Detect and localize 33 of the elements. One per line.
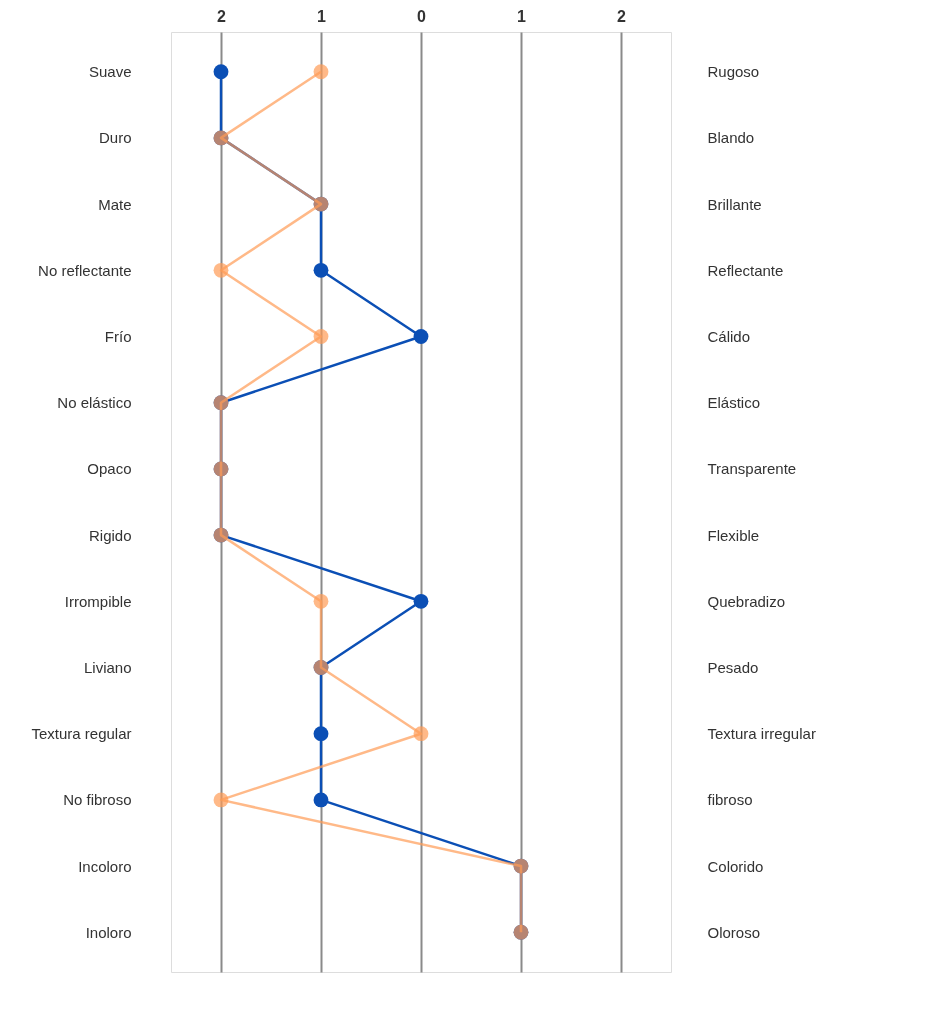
y-tick-label: Mate [98,195,132,213]
y2-tick-label: Flexible [707,526,760,544]
y2-tick-label: Rugoso [707,63,760,81]
x-tick-label: 1 [317,7,327,25]
y-tick-label: Textura regular [31,725,132,743]
y-tick-label: No reflectante [38,261,132,279]
y2-tick-label: Elástico [707,394,761,412]
y2-tick-label: Cálido [707,328,751,346]
y2-tick-label: Brillante [707,195,762,213]
y2-tick-label: fibroso [707,791,753,809]
x-tick-label: 1 [517,7,527,25]
y-tick-label: Duro [98,129,132,147]
y-tick-label: No elástico [57,394,132,412]
x-tick-label: 0 [417,7,427,25]
y-tick-label: Opaco [87,460,132,478]
y-tick-label: Incoloro [78,857,132,875]
y2-tick-label: Reflectante [707,261,784,279]
y-tick-label: Liviano [83,658,132,676]
y2-tick-label: Transparente [707,460,797,478]
y-tick-label: Irrompible [64,592,132,610]
x-tick-label: 2 [217,7,227,25]
y2-tick-label: Textura irregular [707,725,816,743]
y2-tick-label: Blando [707,129,755,147]
y2-tick-label: Pesado [707,658,759,676]
y-tick-label: Rigido [88,526,132,544]
y-tick-label: Suave [88,63,132,81]
y2-tick-label: Quebradizo [707,592,786,610]
x-tick-label: 2 [617,7,627,25]
y-tick-label: No fibroso [63,791,132,809]
y2-tick-label: Oloroso [707,923,761,941]
y-tick-label: Inoloro [85,923,132,941]
y2-tick-label: Colorido [707,857,764,875]
y-tick-label: Frío [104,328,132,346]
